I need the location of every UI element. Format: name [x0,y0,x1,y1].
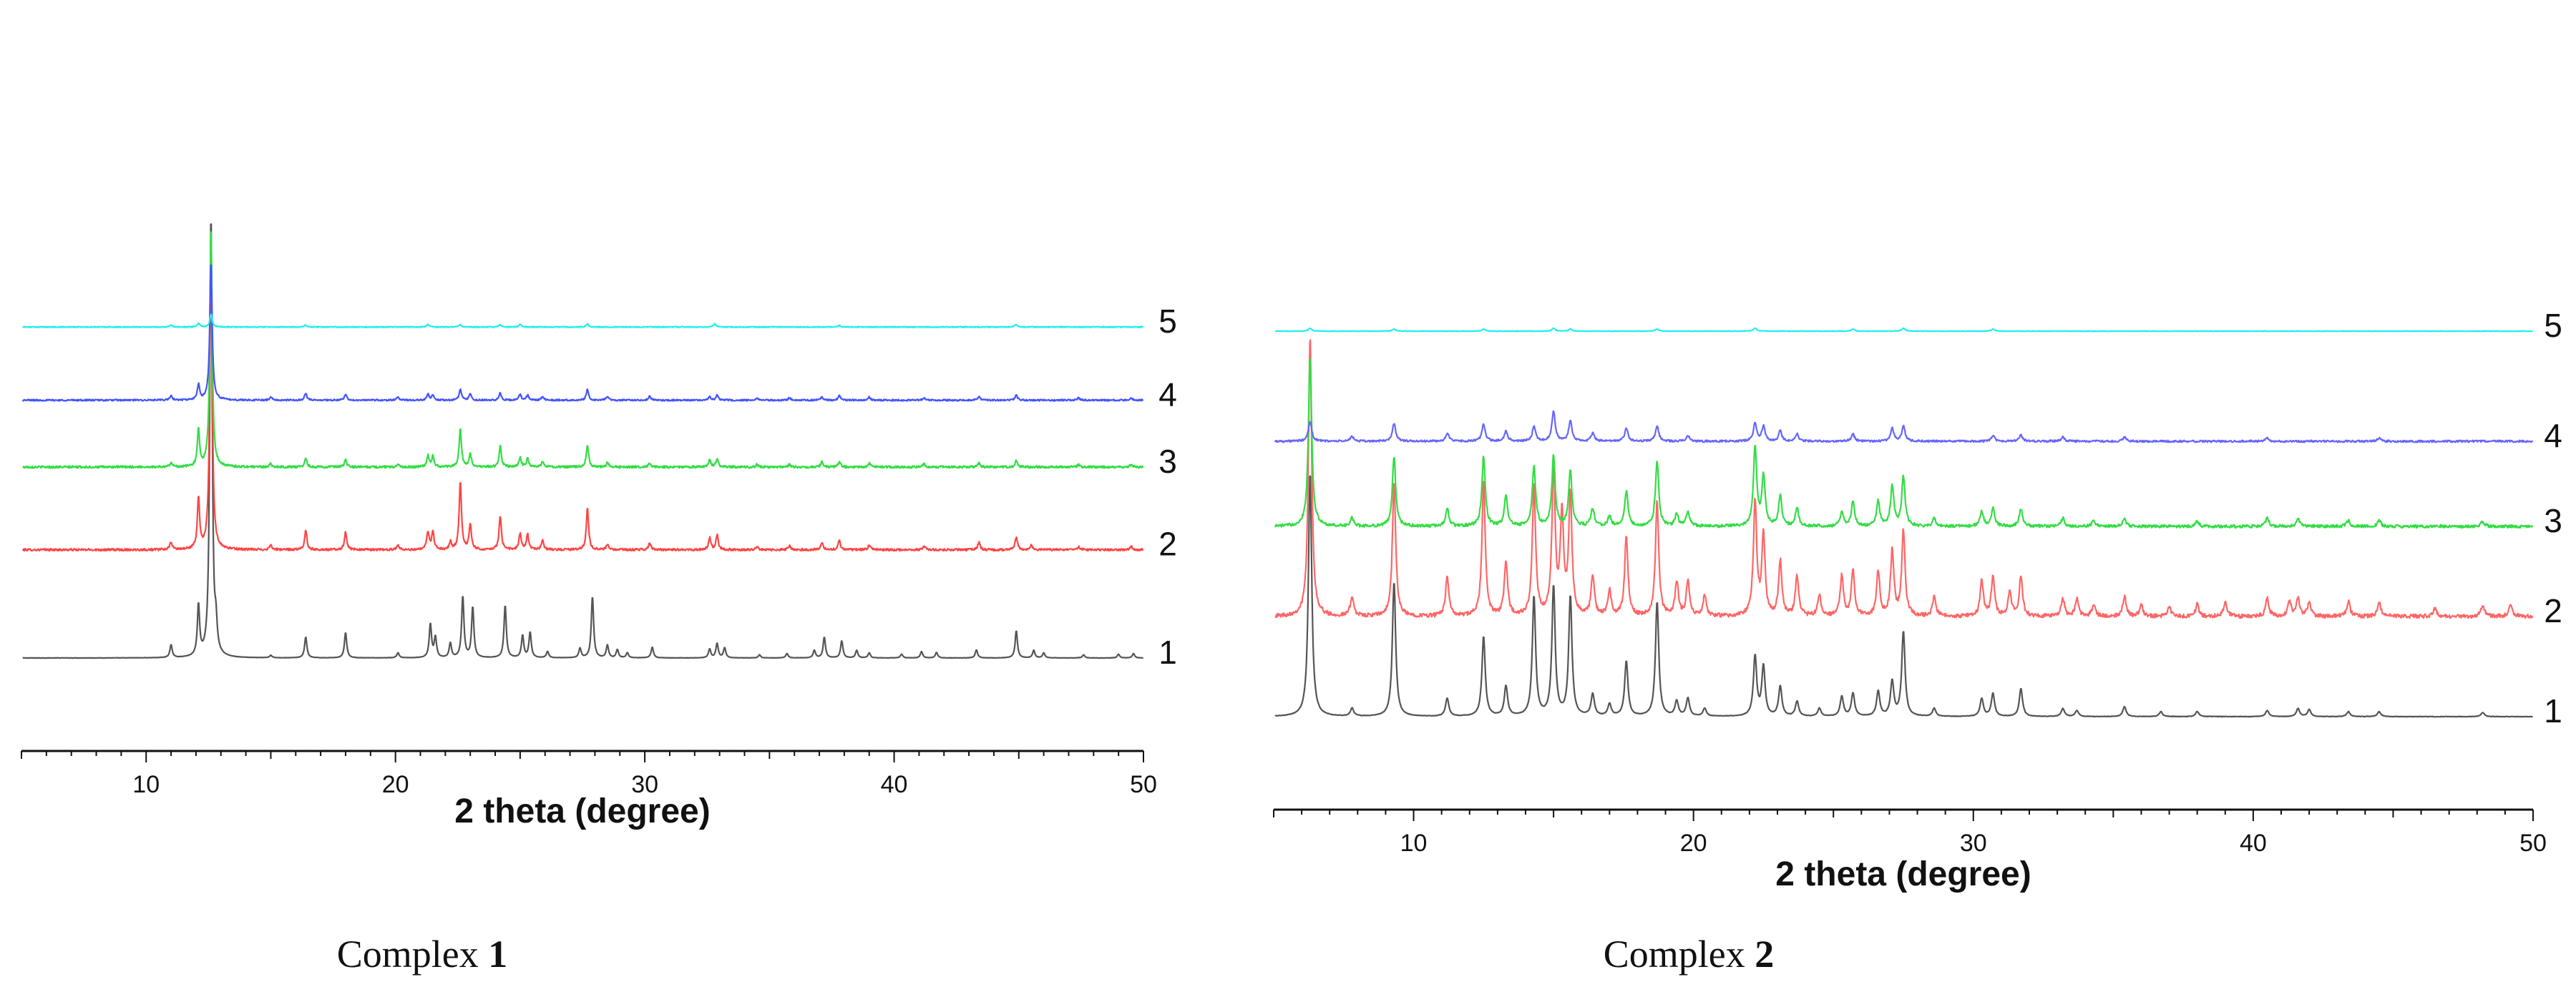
series-line-2 [1274,339,2534,619]
caption-text: Complex [337,933,489,976]
x-tick-label: 30 [1960,830,1987,857]
x-tick-label: 50 [2519,830,2547,857]
series-line-5 [1274,327,2533,333]
x-tick-label: 40 [881,771,908,798]
series-line-4 [1274,410,2534,443]
series-label-5: 5 [1158,303,1177,340]
series-line-1 [1274,475,2533,718]
x-axis-label: 2 theta (degree) [1775,855,2031,893]
x-tick-label: 10 [132,771,160,798]
caption-number: 1 [488,933,507,976]
x-axis-label: 2 theta (degree) [454,792,710,830]
series-label-3: 3 [2544,502,2562,539]
chart-panel-complex-1: 10 20 30 40 50 1 2 3 4 5 2 theta (degree) Complex… [21,223,1177,976]
figure-caption-complex-1: Complex 1 [337,933,508,976]
series-line-1 [22,223,1144,659]
series-label-5: 5 [2544,307,2562,344]
series-label-2: 2 [1158,526,1177,563]
series-line-2 [21,239,1144,552]
x-tick-label: 30 [631,771,658,798]
series-label-2: 2 [2544,592,2562,629]
series-label-1: 1 [1158,634,1177,671]
x-tick-label: 50 [1130,771,1157,798]
series-line-5 [22,313,1144,328]
x-tick-label: 20 [382,771,409,798]
series-label-4: 4 [1158,376,1177,413]
series-label-4: 4 [2544,417,2562,454]
series-line-3 [1274,358,2534,529]
chart-panel-complex-2: 10 20 30 40 50 1 2 3 4 5 2 theta (degree) Complex… [1273,307,2562,976]
x-tick-label: 40 [2240,830,2267,857]
series-label-1: 1 [2544,692,2562,730]
figure-caption-complex-2: Complex 2 [1604,933,1775,976]
series-line-3 [22,231,1144,469]
xrd-plot-complex-1: 10 20 30 40 50 1 2 3 4 5 [21,223,1177,798]
xrd-plot-complex-2: 10 20 30 40 50 1 2 3 4 5 [1273,307,2562,857]
series-line-4 [21,264,1144,402]
x-tick-label: 10 [1400,830,1428,857]
caption-number: 2 [1755,933,1774,976]
caption-text: Complex [1604,933,1755,976]
series-label-3: 3 [1158,443,1177,480]
x-tick-label: 20 [1680,830,1707,857]
